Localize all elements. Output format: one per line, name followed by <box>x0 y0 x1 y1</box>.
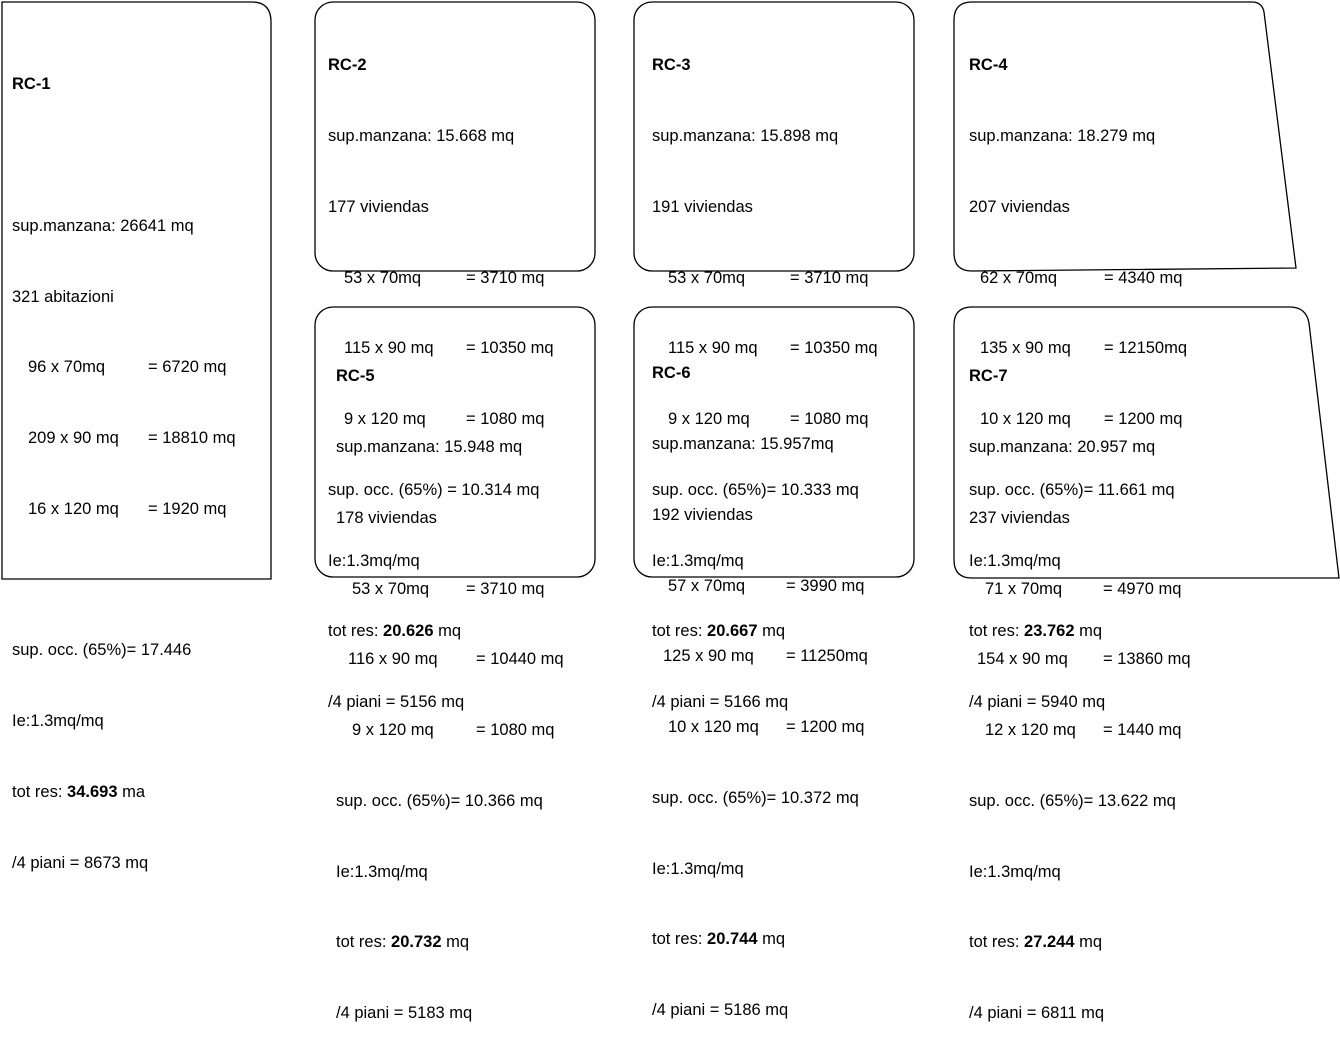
occupied-area: sup. occ. (65%)= 10.366 mq <box>336 791 543 810</box>
dwelling-count: 192 viviendas <box>652 505 753 524</box>
lot-area: sup.manzana: 20.957 mq <box>969 437 1156 456</box>
index: Ie:1.3mq/mq <box>336 862 428 881</box>
unit-row: 12 x 120 mq = 1440 mq <box>985 721 1182 740</box>
block-title: RC-3 <box>652 56 691 75</box>
block-outline-rc5 <box>314 306 596 578</box>
unit-row: 125 x 90 mq = 11250mq <box>663 647 868 666</box>
unit-row: 9 x 120 mq = 1080 mq <box>344 410 545 429</box>
total-residential: tot res: 27.244 mq <box>969 933 1103 952</box>
dwelling-count: 207 viviendas <box>969 197 1070 216</box>
lot-area: sup.manzana: 15.948 mq <box>336 437 523 456</box>
block-outline-rc3 <box>633 1 915 272</box>
dwelling-count: 178 viviendas <box>336 508 437 527</box>
block-rc2: RC-2 sup.manzana: 15.668 mq 177 vivienda… <box>328 7 554 738</box>
unit-row: 209 x 90 mq = 18810 mq <box>28 429 236 448</box>
unit-row: 57 x 70mq = 3990 mq <box>668 576 865 595</box>
unit-row: 9 x 120 mq = 1080 mq <box>668 410 869 429</box>
unit-row: 154 x 90 mq = 13860 mq <box>977 650 1191 669</box>
occupied-area: sup. occ. (65%)= 10.333 mq <box>652 480 859 499</box>
dwelling-count: 177 viviendas <box>328 197 429 216</box>
index: Ie:1.3mq/mq <box>969 551 1061 570</box>
occupied-area: sup. occ. (65%)= 11.661 mq <box>969 480 1175 499</box>
unit-row: 96 x 70mq = 6720 mq <box>28 358 227 377</box>
unit-row: 135 x 90 mq = 12150mq <box>980 339 1188 358</box>
unit-row: 10 x 120 mq = 1200 mq <box>668 718 865 737</box>
unit-row: 116 x 90 mq = 10440 mq <box>348 650 564 669</box>
per-floor-area: /4 piani = 5186 mq <box>652 1001 789 1020</box>
unit-row: 62 x 70mq = 4340 mq <box>980 268 1183 287</box>
total-residential: tot res: 20.744 mq <box>652 930 786 949</box>
per-floor-area: /4 piani = 5183 mq <box>336 1004 473 1023</box>
block-outline-rc7 <box>953 306 1340 579</box>
occupied-area: sup. occ. (65%)= 13.622 mq <box>969 791 1176 810</box>
block-rc1: RC-1 sup.manzana: 26641 mq 321 abitazion… <box>12 26 236 899</box>
unit-row: 53 x 70mq = 3710 mq <box>668 268 869 287</box>
unit-row: 16 x 120 mq = 1920 mq <box>28 499 227 518</box>
block-title: RC-6 <box>652 364 691 383</box>
unit-row: 10 x 120 mq = 1200 mq <box>980 410 1183 429</box>
block-outlines <box>1 1 1340 580</box>
total-residential: tot res: 20.732 mq <box>336 933 470 952</box>
per-floor-area: /4 piani = 6811 mq <box>969 1004 1104 1023</box>
block-title: RC-2 <box>328 56 367 75</box>
index: Ie:1.3mq/mq <box>328 551 420 570</box>
dwelling-count: 191 viviendas <box>652 197 753 216</box>
block-rc5: RC-5 sup.manzana: 15.948 mq 178 vivienda… <box>336 318 564 1049</box>
occupied-area: sup. occ. (65%)= 10.372 mq <box>652 788 859 807</box>
unit-row: 115 x 90 mq = 10350 mq <box>344 339 554 358</box>
dwelling-count: 237 viviendas <box>969 508 1070 527</box>
block-title: RC-1 <box>12 75 51 94</box>
lot-area: sup.manzana: 26641 mq <box>12 216 194 235</box>
block-title: RC-5 <box>336 367 375 386</box>
block-outline-rc4 <box>953 1 1297 272</box>
index: Ie:1.3mq/mq <box>652 859 744 878</box>
unit-row: 71 x 70mq = 4970 mq <box>985 579 1182 598</box>
block-title: RC-7 <box>969 367 1008 386</box>
block-outline-rc1 <box>1 1 272 580</box>
index: Ie:1.3mq/mq <box>12 712 104 731</box>
index: Ie:1.3mq/mq <box>652 551 744 570</box>
lot-area: sup.manzana: 15.957mq <box>652 434 834 453</box>
unit-row: 53 x 70mq = 3710 mq <box>352 579 545 598</box>
unit-row: 9 x 120 mq = 1080 mq <box>352 721 555 740</box>
block-outline-rc6 <box>633 306 915 578</box>
lot-area: sup.manzana: 15.668 mq <box>328 126 515 145</box>
unit-row: 115 x 90 mq = 10350 mq <box>668 339 878 358</box>
dwelling-count: 321 abitazioni <box>12 287 114 306</box>
total-residential: tot res: 34.693 ma <box>12 783 146 801</box>
unit-row: 53 x 70mq = 3710 mq <box>344 268 545 287</box>
lot-area: sup.manzana: 15.898 mq <box>652 126 839 145</box>
block-title: RC-4 <box>969 56 1008 75</box>
lot-area: sup.manzana: 18.279 mq <box>969 126 1156 145</box>
occupied-area: sup. occ. (65%) = 10.314 mq <box>328 480 540 499</box>
block-rc7: RC-7 sup.manzana: 20.957 mq 237 vivienda… <box>969 318 1191 1049</box>
per-floor-area: /4 piani = 8673 mq <box>12 853 149 872</box>
occupied-area: sup. occ. (65%)= 17.446 <box>12 641 192 660</box>
index: Ie:1.3mq/mq <box>969 862 1061 881</box>
block-outline-rc2 <box>314 1 596 272</box>
block-rc6: RC-6 sup.manzana: 15.957mq 192 viviendas… <box>652 315 868 1046</box>
